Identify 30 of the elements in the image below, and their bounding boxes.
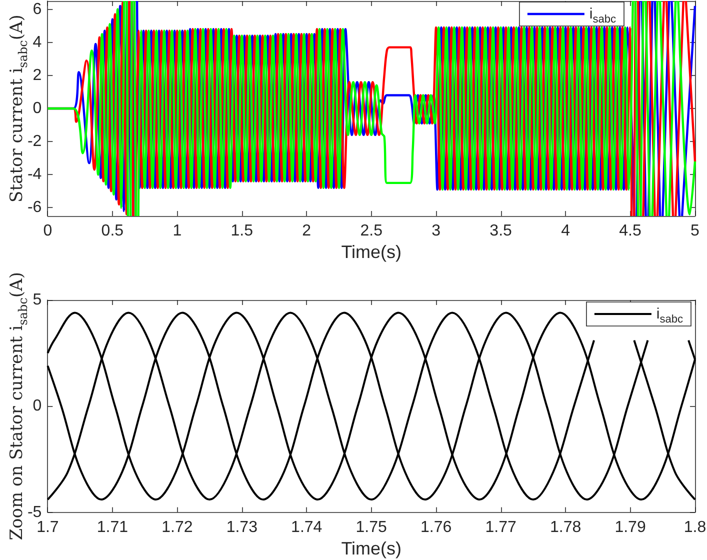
x-tick-label: 1.74 bbox=[291, 518, 322, 536]
x-tick-label: 1.77 bbox=[485, 518, 516, 536]
y-tick-label: 4 bbox=[32, 34, 42, 51]
x-tick-label: 1.5 bbox=[230, 222, 254, 240]
x-tick-label: 3 bbox=[432, 222, 441, 240]
x-tick-label: 1.73 bbox=[226, 518, 258, 536]
x-tick-label: 0 bbox=[43, 222, 52, 240]
x-tick-label: 5 bbox=[690, 222, 700, 240]
x-tick-label: 4.5 bbox=[619, 222, 642, 240]
y-tick-label: 0 bbox=[32, 398, 42, 415]
x-tick-label: 3.5 bbox=[490, 222, 512, 240]
x-tick-label: 2 bbox=[302, 222, 312, 240]
x-axis-title: Time(s) bbox=[341, 242, 402, 262]
x-tick-label: 1.78 bbox=[550, 518, 582, 536]
x-tick-label: 1.7 bbox=[36, 518, 59, 536]
x-tick-label: 2.5 bbox=[360, 222, 383, 240]
x-tick-label: 1.72 bbox=[162, 518, 193, 536]
x-tick-label: 0.5 bbox=[101, 222, 124, 240]
y-tick-label: 6 bbox=[32, 0, 42, 18]
x-tick-label: 1.8 bbox=[684, 518, 706, 536]
y-tick-label: 5 bbox=[32, 292, 42, 308]
x-tick-label: 1.76 bbox=[420, 518, 452, 536]
y-tick-label: 2 bbox=[32, 66, 42, 84]
x-tick-label: 4 bbox=[561, 222, 570, 240]
y-tick-label: 0 bbox=[32, 100, 42, 117]
x-tick-label: 1.79 bbox=[614, 518, 646, 536]
x-tick-label: 1 bbox=[172, 222, 182, 240]
x-tick-label: 1.71 bbox=[96, 518, 128, 536]
x-tick-label: 1.75 bbox=[356, 518, 388, 536]
x-axis-title: Time(s) bbox=[341, 538, 402, 558]
